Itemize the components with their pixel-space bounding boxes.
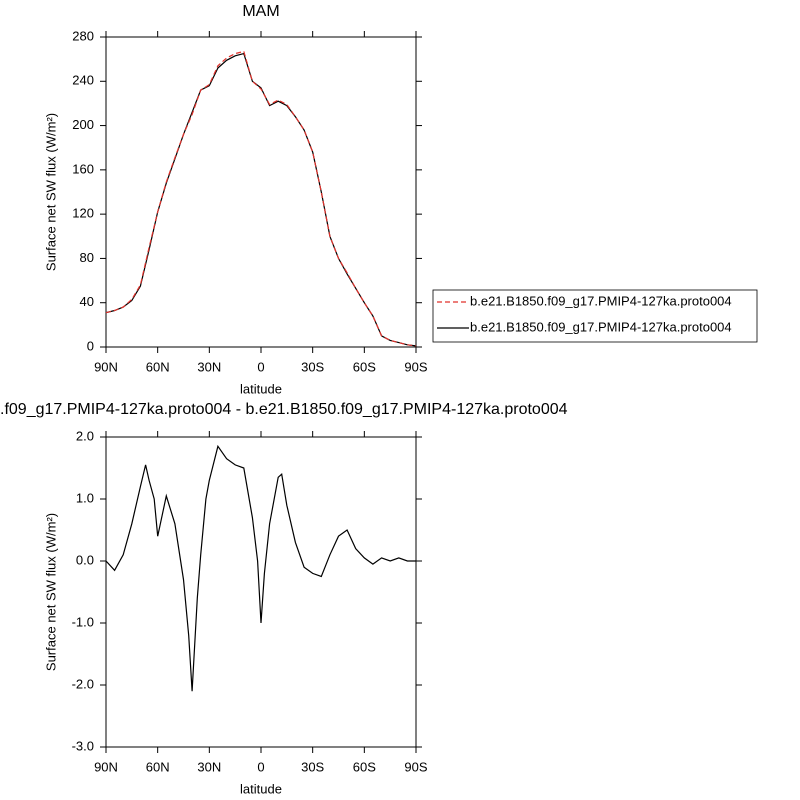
y-tick-label: -2.0 <box>72 676 94 691</box>
y-tick-label: 80 <box>80 250 94 265</box>
x-tick-label: 90S <box>404 759 427 774</box>
y-tick-label: -1.0 <box>72 614 94 629</box>
y-tick-label: 40 <box>80 294 94 309</box>
x-tick-label: 60S <box>353 759 376 774</box>
y-tick-label: 0 <box>87 338 94 353</box>
plot-frame <box>105 436 417 748</box>
y-tick-label: 160 <box>72 161 94 176</box>
x-tick-label: 60N <box>146 759 170 774</box>
x-tick-label: 60N <box>146 359 170 374</box>
y-tick-label: 280 <box>72 28 94 43</box>
y-tick-label: 120 <box>72 206 94 221</box>
legend-label: b.e21.B1850.f09_g17.PMIP4-127ka.proto004 <box>470 319 732 334</box>
chart-title: .f09_g17.PMIP4-127ka.proto004 - b.e21.B1… <box>0 401 568 418</box>
y-tick-label: 1.0 <box>76 490 94 505</box>
x-tick-label: 30N <box>197 759 221 774</box>
x-tick-label: 90N <box>94 759 118 774</box>
x-tick-label: 0 <box>257 359 264 374</box>
x-tick-label: 60S <box>353 359 376 374</box>
legend-box <box>432 289 758 343</box>
y-tick-label: -3.0 <box>72 738 94 753</box>
y-axis-label: Surface net SW flux (W/m²) <box>43 513 58 671</box>
x-tick-label: 30N <box>197 359 221 374</box>
plot-frame <box>105 36 417 348</box>
y-axis-label: Surface net SW flux (W/m²) <box>43 113 58 271</box>
chart-title: MAM <box>242 3 279 20</box>
x-tick-label: 30S <box>301 759 324 774</box>
y-tick-label: 0.0 <box>76 552 94 567</box>
data-line <box>105 444 416 692</box>
x-axis-label: latitude <box>240 781 282 796</box>
y-tick-label: 2.0 <box>76 428 94 443</box>
x-axis-label: latitude <box>240 381 282 396</box>
data-line <box>105 50 417 347</box>
x-tick-label: 0 <box>257 759 264 774</box>
x-tick-label: 30S <box>301 359 324 374</box>
y-tick-label: 200 <box>72 117 94 132</box>
data-line <box>105 52 417 347</box>
legend-label: b.e21.B1850.f09_g17.PMIP4-127ka.proto004 <box>470 293 732 308</box>
x-tick-label: 90N <box>94 359 118 374</box>
x-tick-label: 90S <box>404 359 427 374</box>
y-tick-label: 240 <box>72 73 94 88</box>
